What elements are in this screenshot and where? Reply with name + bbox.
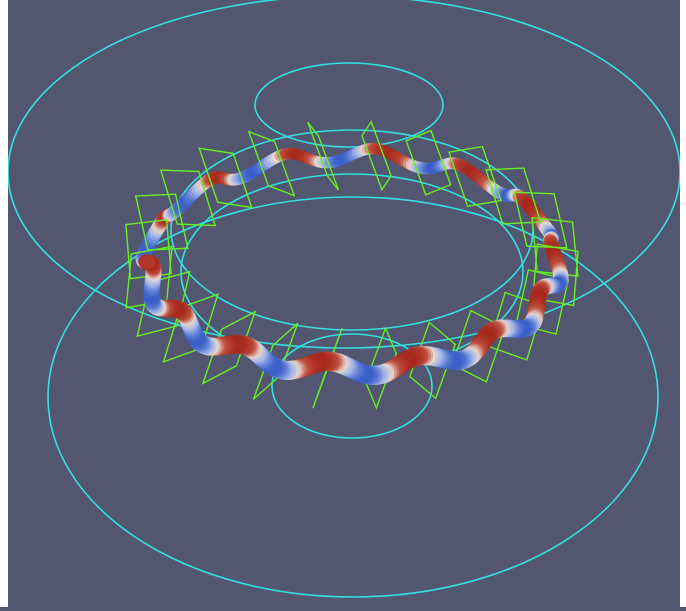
- right-edge-strip: [680, 0, 686, 607]
- left-edge-strip: [0, 0, 8, 607]
